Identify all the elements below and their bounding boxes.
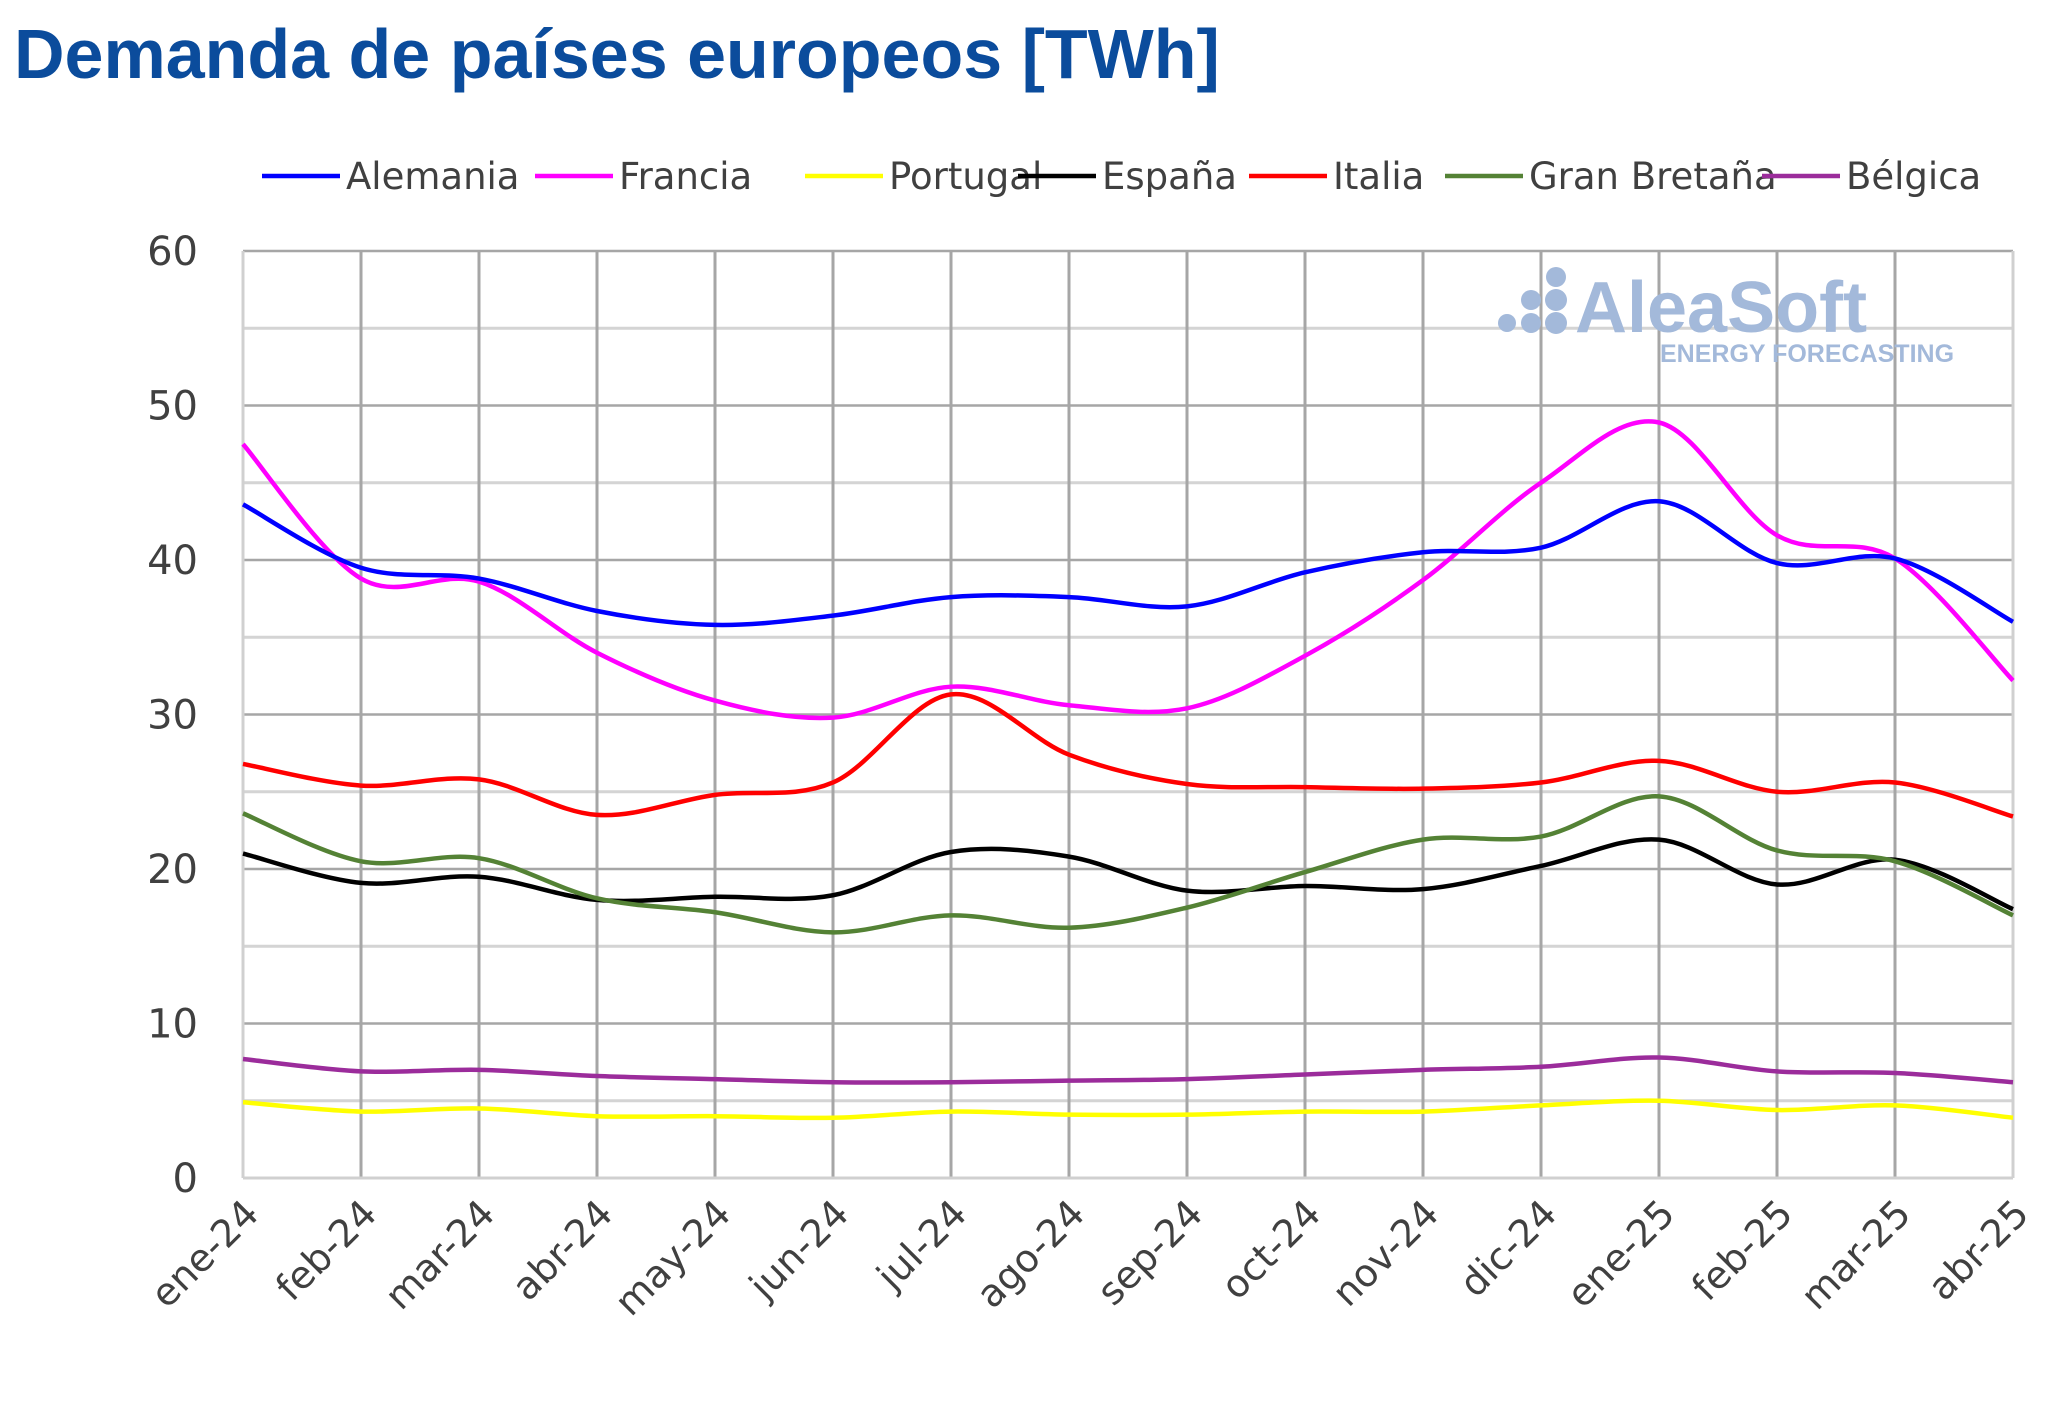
series-line-francia (241, 419, 2015, 721)
logo-dot (1521, 290, 1541, 310)
legend-label: España (1102, 155, 1237, 198)
logo-dot (1545, 289, 1567, 311)
x-tick-label: ene-24 (142, 1191, 267, 1316)
x-tick-label: mar-25 (1792, 1191, 1919, 1318)
x-tick-label: jun-24 (740, 1191, 857, 1308)
legend-label: Alemania (346, 155, 519, 198)
y-tick-label: 30 (147, 693, 198, 739)
legend-label: Francia (619, 155, 752, 198)
logo-dot (1545, 312, 1567, 334)
x-tick-label: abr-25 (1919, 1191, 2037, 1309)
y-tick-label: 60 (147, 229, 198, 275)
y-tick-label: 50 (147, 384, 198, 430)
x-tick-label: jul-24 (868, 1191, 976, 1299)
logo-dot (1546, 267, 1566, 287)
x-tick-label: ago-24 (968, 1191, 1093, 1316)
x-tick-label: nov-24 (1324, 1191, 1448, 1315)
y-tick-label: 10 (147, 1002, 198, 1048)
chart-title: Demanda de países europeos [TWh] (14, 15, 1220, 93)
x-tick-label: mar-24 (376, 1191, 503, 1318)
watermark-tagline: ENERGY FORECASTING (1660, 340, 1954, 368)
watermark-brand: AleaSoft (1575, 268, 1867, 348)
x-tick-label: may-24 (606, 1191, 739, 1324)
series-line-españa (242, 837, 2014, 912)
x-tick-label: oct-24 (1213, 1191, 1330, 1308)
x-tick-label: abr-24 (503, 1191, 621, 1309)
series-line-gran-bretaña (242, 794, 2014, 935)
series-line-italia (242, 692, 2014, 819)
logo-dot (1498, 314, 1516, 332)
series-line-alemania (241, 499, 2015, 628)
legend-label: Italia (1333, 155, 1424, 198)
logo-dot (1521, 313, 1541, 333)
legend-label: Portugal (889, 155, 1042, 198)
y-tick-label: 40 (147, 538, 198, 584)
x-tick-label: dic-24 (1451, 1191, 1565, 1305)
x-tick-label: feb-25 (1683, 1191, 1801, 1309)
y-tick-label: 0 (173, 1156, 198, 1202)
legend-label: Gran Bretaña (1529, 155, 1777, 198)
x-tick-label: ene-25 (1558, 1191, 1683, 1316)
y-tick-label: 20 (147, 847, 198, 893)
series-line-portugal (242, 1098, 2014, 1121)
legend-label: Bélgica (1846, 155, 1981, 198)
x-tick-label: sep-24 (1089, 1191, 1212, 1314)
series-line-bélgica (242, 1055, 2014, 1085)
x-tick-label: feb-24 (267, 1191, 385, 1309)
